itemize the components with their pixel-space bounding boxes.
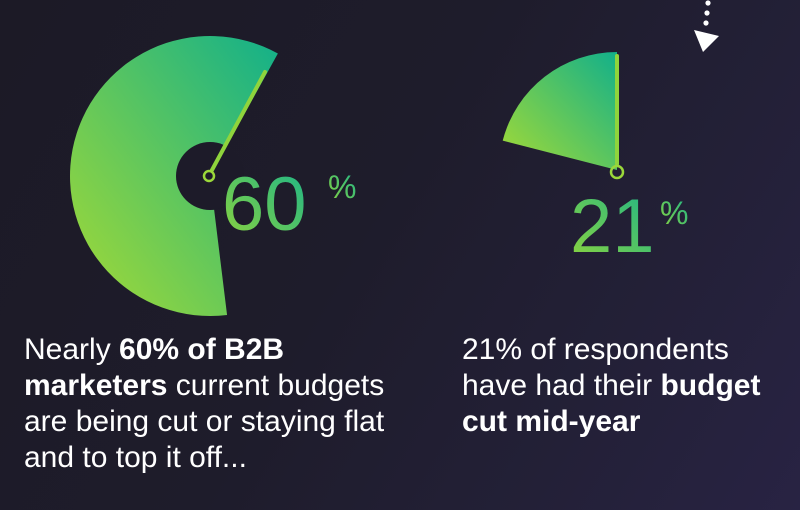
data-label-21: 21 — [570, 184, 655, 269]
chart-sector-60 — [70, 36, 278, 317]
chart-21-percent: 21 % — [502, 52, 688, 269]
caption-60-percent: Nearly 60% of B2B marketers current budg… — [24, 332, 424, 476]
caption-21-bold: budget cut mid-year — [462, 369, 761, 438]
caption-60-bold: 60% of B2B marketers — [24, 333, 285, 402]
data-label-60: 60 — [222, 162, 307, 247]
caption-21-percent: 21% of respondents have had their budget… — [462, 332, 792, 440]
caption-60-post: current budgets are being cut or staying… — [24, 369, 385, 474]
data-label-21-percent-sign: % — [660, 195, 688, 231]
chart-hub-60 — [176, 142, 244, 210]
chart-pivot-60 — [202, 169, 216, 183]
data-label-60-percent-sign: % — [328, 169, 356, 205]
chart-pivot-21 — [609, 164, 625, 180]
caption-60-pre: Nearly — [24, 333, 120, 366]
chart-sector-21 — [502, 52, 617, 170]
chart-60-percent: 60 % — [70, 36, 356, 317]
chart-needle-60 — [210, 70, 267, 172]
caption-21-pre: 21% of respondents have had their — [462, 333, 729, 402]
dotted-down-arrow-icon — [694, 0, 719, 52]
